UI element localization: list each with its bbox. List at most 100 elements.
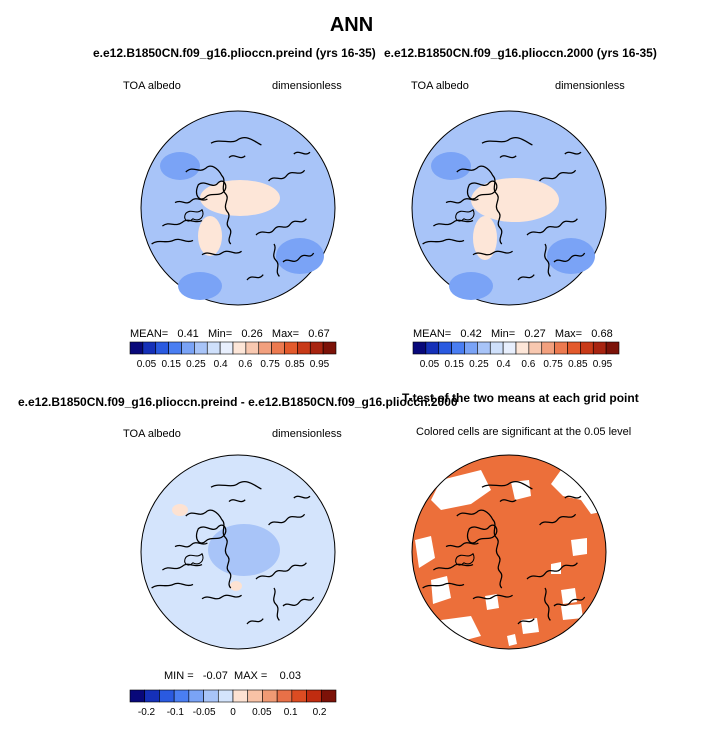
panel-3-colorbar-swatch bbox=[306, 689, 322, 703]
panel-1-stats: MEAN= 0.41 Min= 0.26 Max= 0.67 bbox=[130, 328, 330, 340]
panel-2-colorbar-swatch bbox=[580, 341, 594, 355]
panel-4-subtitle: Colored cells are significant at the 0.0… bbox=[416, 426, 632, 438]
panel-2-colorbar-tick-label: 0.6 bbox=[521, 359, 535, 370]
panel-3-colorbar-swatch bbox=[232, 689, 249, 703]
panel-2-colorbar-tick-label: 0.75 bbox=[543, 359, 563, 370]
panel-2-units-label: dimensionless bbox=[555, 80, 625, 92]
panel-3-title: e.e12.B1850CN.f09_g16.plioccn.preind - e… bbox=[18, 395, 458, 409]
panel-2-warm-region-greenland bbox=[473, 216, 497, 260]
panel-3-colorbar-swatch bbox=[173, 689, 190, 703]
panel-2-colorbar-tick-label: 0.95 bbox=[593, 359, 613, 370]
panel-1-colorbar-swatch bbox=[232, 341, 247, 355]
panel-2-colorbar: 0.05 0.15 0.25 0.4 0.6 0.75 0.85 0.95 bbox=[412, 341, 620, 370]
panel-3-positive-region bbox=[172, 504, 188, 516]
panel-1-title: e.e12.B1850CN.f09_g16.plioccn.preind (yr… bbox=[93, 46, 376, 60]
panel-3-colorbar-tick-label: -0.1 bbox=[167, 707, 185, 718]
panel-1-colorbar-swatch bbox=[155, 341, 169, 355]
panel-1-colorbar-swatch bbox=[219, 341, 234, 355]
panel-1-colorbar-tick-label: 0.05 bbox=[137, 359, 157, 370]
panel-1-colorbar-swatch bbox=[309, 341, 324, 355]
panel-2-colorbar-tick-label: 0.15 bbox=[444, 359, 464, 370]
panel-1-colorbar-tick-label: 0.4 bbox=[214, 359, 228, 370]
panel-2-variable-label: TOA albedo bbox=[411, 80, 469, 92]
panel-1-cool-region bbox=[160, 152, 200, 180]
panel-1-colorbar-swatch bbox=[245, 341, 260, 355]
panel-3-map bbox=[140, 454, 336, 650]
panel-2-colorbar-swatch bbox=[438, 341, 452, 355]
panel-1-colorbar: 0.05 0.15 0.25 0.4 0.6 0.75 0.85 0.95 bbox=[129, 341, 337, 370]
panel-2-colorbar-tick-label: 0.25 bbox=[469, 359, 489, 370]
panel-1-map bbox=[140, 110, 336, 306]
panel-3-colorbar-swatch bbox=[262, 689, 278, 703]
panel-2-colorbar-swatch bbox=[412, 341, 427, 355]
panel-2-colorbar-swatch bbox=[489, 341, 504, 355]
panel-2-colorbar-swatch bbox=[477, 341, 491, 355]
panel-1-colorbar-tick-label: 0.6 bbox=[238, 359, 252, 370]
panel-3-colorbar-tick-label: -0.2 bbox=[138, 707, 156, 718]
panel-2-colorbar-swatch bbox=[515, 341, 530, 355]
panel-3-colorbar-swatch bbox=[129, 689, 146, 703]
panel-2-warm-region bbox=[471, 178, 559, 222]
panel-3-variable-label: TOA albedo bbox=[123, 428, 181, 440]
panel-2-map bbox=[411, 110, 607, 306]
panel-2-colorbar-tick-label: 0.05 bbox=[420, 359, 440, 370]
panel-1-colorbar-tick-label: 0.75 bbox=[260, 359, 280, 370]
panel-3-colorbar-swatch bbox=[159, 689, 175, 703]
panel-1-colorbar-swatch bbox=[168, 341, 182, 355]
main-title: ANN bbox=[329, 14, 374, 36]
panel-2-colorbar-swatch bbox=[554, 341, 568, 355]
panel-1-warm-region bbox=[200, 180, 280, 216]
panel-4-title: T-test of the two means at each grid poi… bbox=[402, 391, 639, 405]
panel-1-colorbar-swatch bbox=[258, 341, 272, 355]
panel-1-cool-region-3 bbox=[178, 272, 222, 300]
panel-1-colorbar-tick-label: 0.15 bbox=[161, 359, 181, 370]
panel-3-colorbar-swatch bbox=[276, 689, 293, 703]
panel-2-colorbar-tick-label: 0.4 bbox=[497, 359, 511, 370]
panel-4-map-border bbox=[411, 454, 607, 650]
panel-2-stats: MEAN= 0.42 Min= 0.27 Max= 0.68 bbox=[413, 328, 613, 340]
panel-1-cool-region-2 bbox=[276, 238, 324, 274]
panel-1-colorbar-swatch bbox=[129, 341, 144, 355]
panel-3-positive-region-2 bbox=[230, 581, 242, 591]
panel-3-colorbar-tick-label: -0.05 bbox=[193, 707, 216, 718]
panel-1-colorbar-swatch bbox=[206, 341, 221, 355]
panel-3-colorbar-tick-label: 0.05 bbox=[252, 707, 272, 718]
panel-2-colorbar-swatch bbox=[567, 341, 581, 355]
panel-1-warm-region-greenland bbox=[198, 216, 222, 256]
panel-1-colorbar-tick-label: 0.85 bbox=[285, 359, 305, 370]
panel-1-colorbar-tick-label: 0.95 bbox=[310, 359, 330, 370]
panel-3-colorbar-tick-label: 0.1 bbox=[284, 707, 298, 718]
panel-4-map bbox=[411, 454, 607, 650]
panel-1-variable-label: TOA albedo bbox=[123, 80, 181, 92]
panel-2-title: e.e12.B1850CN.f09_g16.plioccn.2000 (yrs … bbox=[384, 46, 657, 60]
panel-1-units-label: dimensionless bbox=[272, 80, 342, 92]
panel-1-colorbar-swatch bbox=[194, 341, 208, 355]
panel-3-colorbar-swatch bbox=[203, 689, 219, 703]
panel-2-cool-region-2 bbox=[547, 238, 595, 274]
panel-2-colorbar-swatch bbox=[528, 341, 543, 355]
panel-2-colorbar-swatch bbox=[541, 341, 555, 355]
panel-3-units-label: dimensionless bbox=[272, 428, 342, 440]
panel-3-colorbar-swatch bbox=[291, 689, 307, 703]
panel-2-colorbar-swatch bbox=[502, 341, 517, 355]
panel-2-colorbar-tick-label: 0.85 bbox=[568, 359, 588, 370]
panel-1-colorbar-swatch bbox=[322, 341, 337, 355]
panel-2-cool-region bbox=[431, 152, 471, 180]
panel-2-cool-region-3 bbox=[449, 272, 493, 300]
panel-2-colorbar-swatch bbox=[592, 341, 607, 355]
panel-1-colorbar-swatch bbox=[181, 341, 195, 355]
panel-2-colorbar-swatch bbox=[605, 341, 620, 355]
panel-3-colorbar-swatch bbox=[320, 689, 337, 703]
panel-2-colorbar-swatch bbox=[464, 341, 478, 355]
panel-1-colorbar-tick-label: 0.25 bbox=[186, 359, 206, 370]
panel-2-colorbar-swatch bbox=[425, 341, 440, 355]
panel-1-colorbar-swatch bbox=[142, 341, 157, 355]
panel-2-colorbar-swatch bbox=[451, 341, 465, 355]
panel-3-negative-region bbox=[208, 524, 280, 576]
panel-3-colorbar: -0.2 -0.1 -0.05 0 0.05 0.1 0.2 bbox=[129, 689, 337, 718]
panel-3-colorbar-swatch bbox=[247, 689, 263, 703]
panel-3-stats: MIN = -0.07 MAX = 0.03 bbox=[164, 670, 302, 682]
panel-3-colorbar-tick-label: 0 bbox=[230, 707, 236, 718]
panel-1-colorbar-swatch bbox=[297, 341, 311, 355]
panel-3-colorbar-swatch bbox=[188, 689, 204, 703]
